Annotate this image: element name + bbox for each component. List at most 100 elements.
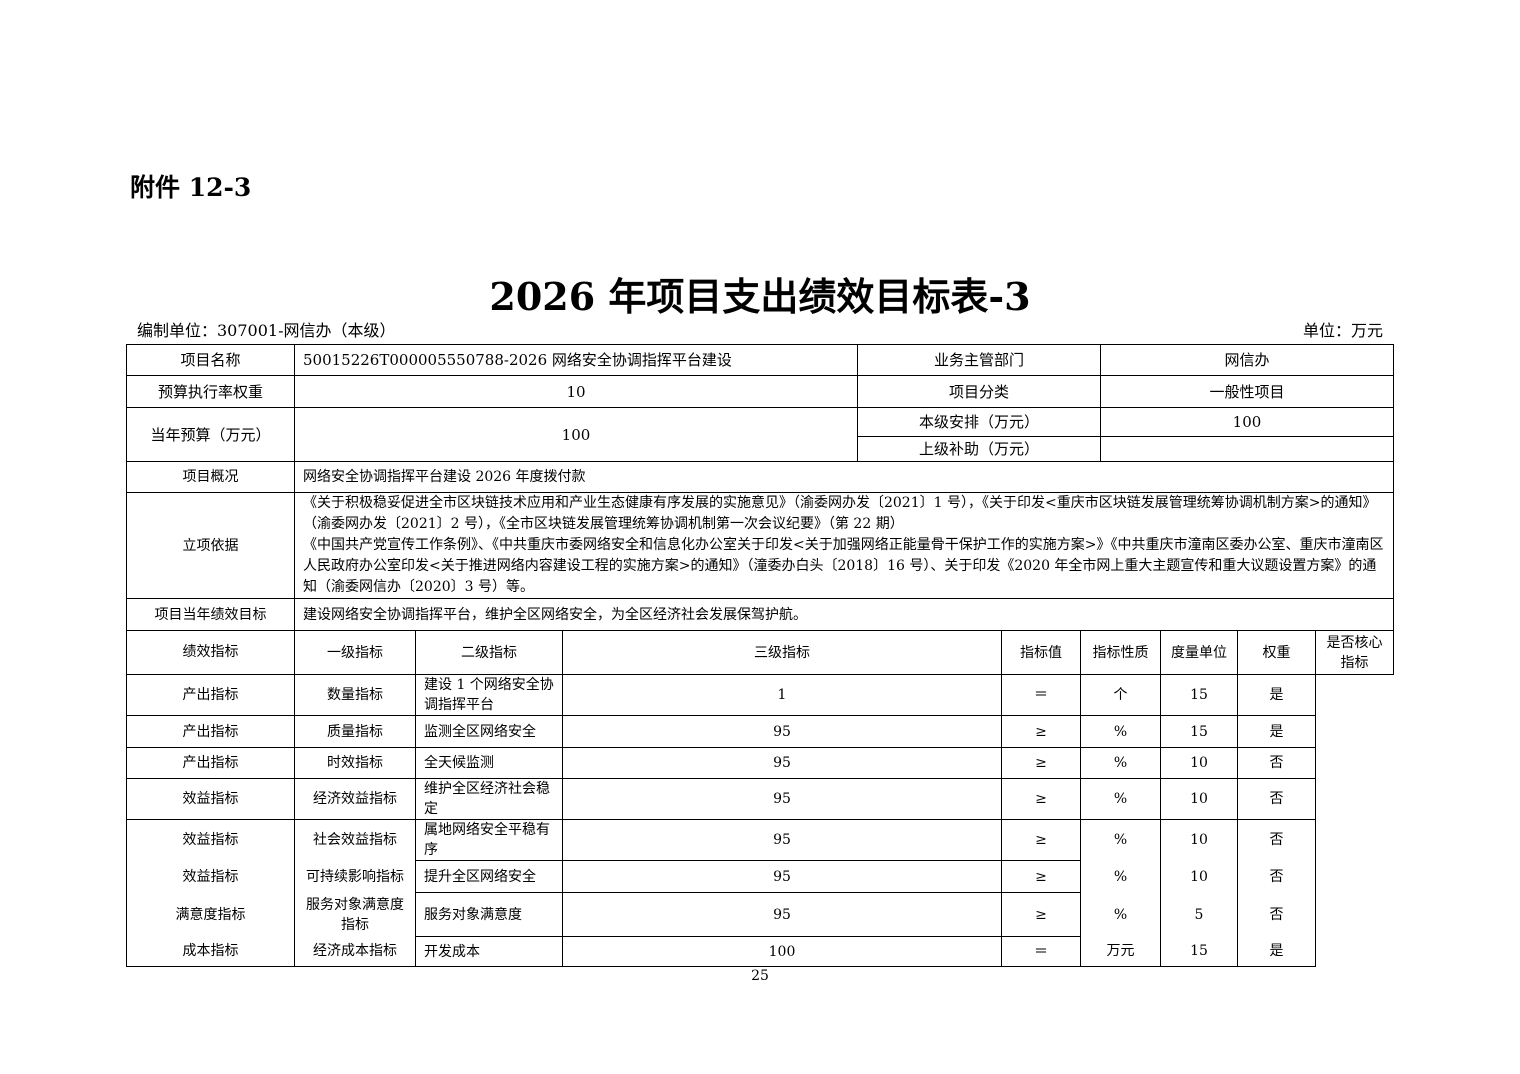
cell-unit: % — [1080, 747, 1161, 779]
cell-level3: 建设 1 个网络安全协调指挥平台 — [415, 674, 563, 716]
cell-level1: 产出指标 — [126, 747, 295, 779]
weight: 10 — [294, 375, 858, 408]
cell-level3: 监测全区网络安全 — [415, 715, 563, 748]
cell-weight: 10 — [1160, 860, 1238, 893]
basis-text-2: 《中国共产党宣传工作条例》、《中共重庆市委网络安全和信息化办公室关于印发<关于加… — [303, 537, 1384, 595]
header-level1: 一级指标 — [294, 630, 416, 675]
indicators-label: 绩效指标 — [126, 630, 295, 675]
table-row: 效益指标 可持续影响指标 提升全区网络安全 95 ≥% 10 否 — [126, 860, 1394, 893]
overview: 网络安全协调指挥平台建设 2026 年度拨付款 — [294, 461, 1394, 493]
cell-core: 是 — [1237, 674, 1316, 716]
cell-value: 95 — [562, 715, 1002, 748]
cell-weight: 10 — [1160, 778, 1238, 820]
table-row: 效益指标 社会效益指标 属地网络安全平稳有序 95 ≥% 10 否 — [126, 819, 1394, 861]
cell-level2: 质量指标 — [294, 715, 416, 748]
header-level3: 三级指标 — [562, 630, 1002, 675]
cell-nature: ＝ — [1001, 936, 1081, 967]
table-row: 产出指标 质量指标 监测全区网络安全 95 ≥% 15 是 — [126, 715, 1394, 748]
table-row: 效益指标 经济效益指标 维护全区经济社会稳定 95 ≥% 10 否 — [126, 778, 1394, 820]
cell-level2: 数量指标 — [294, 674, 416, 716]
cell-level1: 产出指标 — [126, 674, 295, 716]
cell-level2: 服务对象满意度指标 — [294, 892, 416, 937]
dept-label: 业务主管部门 — [857, 344, 1101, 376]
cell-level1: 产出指标 — [126, 715, 295, 748]
cell-weight: 10 — [1160, 747, 1238, 779]
cell-core: 否 — [1237, 819, 1316, 861]
budget: 100 — [294, 407, 858, 462]
header-weight: 权重 — [1237, 630, 1316, 675]
cell-weight: 5 — [1160, 892, 1238, 937]
cell-nature: ≥ — [1001, 819, 1081, 861]
project-name: 50015226T000005550788-2026 网络安全协调指挥平台建设 — [294, 344, 858, 376]
cell-nature: ＝ — [1001, 674, 1081, 716]
cell-nature: ≥ — [1001, 778, 1081, 820]
cell-unit: % — [1080, 892, 1161, 937]
page-number: 25 — [751, 968, 769, 984]
dept: 网信办 — [1100, 344, 1394, 376]
cell-value: 95 — [562, 819, 1002, 861]
local: 100 — [1100, 407, 1394, 437]
cell-core: 是 — [1237, 936, 1316, 967]
cell-level2: 经济成本指标 — [294, 936, 416, 967]
project-name-label: 项目名称 — [126, 344, 295, 376]
cell-unit: % — [1080, 778, 1161, 820]
category: 一般性项目 — [1100, 375, 1394, 408]
cell-core: 否 — [1237, 892, 1316, 937]
table-row: 产出指标 时效指标 全天候监测 95 ≥% 10 否 — [126, 747, 1394, 779]
cell-core: 否 — [1237, 778, 1316, 820]
weight-label: 预算执行率权重 — [126, 375, 295, 408]
basis-text-1: 《关于积极稳妥促进全市区块链技术应用和产业生态健康有序发展的实施意见》（渝委网办… — [303, 495, 1377, 532]
header-core: 是否核心指标 — [1315, 630, 1394, 675]
upper — [1100, 436, 1394, 462]
cell-value: 100 — [562, 936, 1002, 967]
table-row: 产出指标 数量指标 建设 1 个网络安全协调指挥平台 1 ＝个 15 是 — [126, 674, 1394, 716]
table-row: 满意度指标 服务对象满意度指标 服务对象满意度 95 ≥% 5 否 — [126, 892, 1394, 937]
cell-core: 否 — [1237, 747, 1316, 779]
cell-weight: 15 — [1160, 936, 1238, 967]
cell-level3: 服务对象满意度 — [415, 892, 563, 937]
indicators-table: 绩效指标 一级指标 二级指标 三级指标 指标值 指标性质 度量单位 权重 是否核… — [126, 630, 1394, 967]
header-value: 指标值 — [1001, 630, 1081, 675]
cell-core: 是 — [1237, 715, 1316, 748]
cell-level1: 满意度指标 — [126, 892, 295, 937]
budget-label: 当年预算（万元） — [126, 407, 295, 462]
cell-unit: 个 — [1080, 674, 1161, 716]
cell-weight: 15 — [1160, 674, 1238, 716]
cell-level3: 全天候监测 — [415, 747, 563, 779]
prepared-by: 编制单位：307001-网信办（本级） — [137, 321, 396, 340]
cell-level1: 成本指标 — [126, 936, 295, 967]
table-row: 成本指标 经济成本指标 开发成本 100 ＝万元 15 是 — [126, 936, 1394, 967]
cell-weight: 10 — [1160, 819, 1238, 861]
cell-unit: % — [1080, 860, 1161, 893]
cell-nature: ≥ — [1001, 715, 1081, 748]
cell-core: 否 — [1237, 860, 1316, 893]
cell-level3: 提升全区网络安全 — [415, 860, 563, 893]
cell-level1: 效益指标 — [126, 819, 295, 861]
upper-label: 上级补助（万元） — [857, 436, 1101, 462]
overview-label: 项目概况 — [126, 461, 295, 493]
cell-level2: 经济效益指标 — [294, 778, 416, 820]
cell-unit: % — [1080, 715, 1161, 748]
goal-label: 项目当年绩效目标 — [126, 598, 295, 631]
cell-level3: 维护全区经济社会稳定 — [415, 778, 563, 820]
header-level2: 二级指标 — [415, 630, 563, 675]
cell-value: 95 — [562, 778, 1002, 820]
cell-level2: 可持续影响指标 — [294, 860, 416, 893]
cell-value: 1 — [562, 674, 1002, 716]
cell-level1: 效益指标 — [126, 778, 295, 820]
cell-unit: 万元 — [1080, 936, 1161, 967]
local-label: 本级安排（万元） — [857, 407, 1101, 437]
cell-weight: 15 — [1160, 715, 1238, 748]
basis-label: 立项依据 — [126, 492, 295, 599]
goal: 建设网络安全协调指挥平台，维护全区网络安全，为全区经济社会发展保驾护航。 — [294, 598, 1394, 631]
cell-level3: 开发成本 — [415, 936, 563, 967]
unit-label: 单位：万元 — [1302, 321, 1383, 340]
cell-value: 95 — [562, 892, 1002, 937]
page-title: 2026 年项目支出绩效目标表-3 — [489, 274, 1031, 319]
cell-unit: % — [1080, 819, 1161, 861]
category-label: 项目分类 — [857, 375, 1101, 408]
cell-level3: 属地网络安全平稳有序 — [415, 819, 563, 861]
header-nature: 指标性质 — [1080, 630, 1161, 675]
header-unit: 度量单位 — [1160, 630, 1238, 675]
